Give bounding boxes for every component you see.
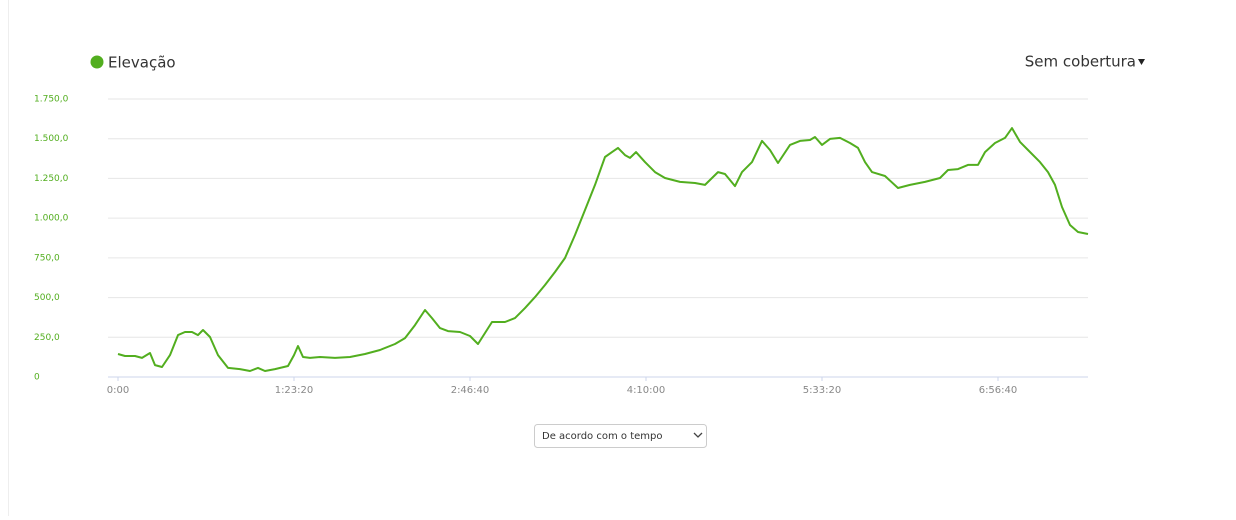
x-tick-label: 5:33:20 [803,385,842,396]
y-tick-label: 1.500,0 [34,134,69,144]
legend-swatch[interactable] [90,55,104,69]
x-mode-select-label[interactable]: De acordo com o tempo [542,431,662,442]
x-tick-label: 0:00 [107,385,129,396]
x-mode-select[interactable] [534,424,707,448]
y-tick-label: 1.000,0 [34,214,69,224]
x-tick-label: 6:56:40 [979,385,1018,396]
select-chevron[interactable] [693,432,703,438]
coverage-arrow[interactable] [1138,59,1145,65]
x-tick-label: 2:46:40 [451,385,490,396]
legend-label[interactable]: Elevação [108,54,176,72]
elevation-line [117,127,1089,372]
coverage-menu[interactable]: Sem cobertura [1025,53,1136,71]
y-tick-label: 750,0 [34,253,60,263]
x-tick-label: 1:23:20 [275,385,314,396]
y-tick-label: 1.750,0 [34,95,69,105]
y-tick-label: 0 [34,373,40,383]
y-tick-label: 1.250,0 [34,174,69,184]
y-tick-label: 250,0 [34,333,60,343]
y-tick-label: 500,0 [34,293,60,303]
x-tick-label: 4:10:00 [627,385,666,396]
